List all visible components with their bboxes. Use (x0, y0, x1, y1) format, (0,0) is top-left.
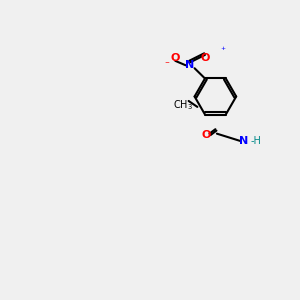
Text: $^+$: $^+$ (219, 46, 226, 55)
Text: O: O (202, 130, 211, 140)
Text: N: N (185, 60, 195, 70)
Text: $^-$: $^-$ (163, 59, 170, 68)
Text: CH$_3$: CH$_3$ (173, 98, 193, 112)
Text: O: O (171, 53, 180, 63)
Text: -H: -H (250, 136, 261, 146)
Text: O: O (200, 53, 210, 63)
Text: N: N (239, 136, 248, 146)
